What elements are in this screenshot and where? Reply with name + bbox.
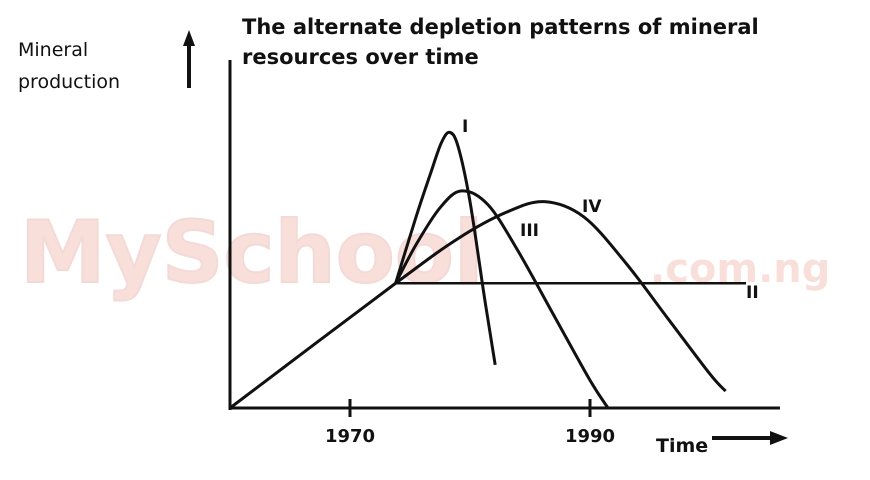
x-tick-label: 1970 <box>325 426 375 447</box>
y-axis-label-line-2: production <box>18 71 120 93</box>
watermark: MySchool .com.ng <box>19 202 830 304</box>
series-label-III: III <box>520 221 539 241</box>
series-label-I: I <box>462 117 468 137</box>
series-label-IV: IV <box>582 197 602 217</box>
x-tick-label: 1990 <box>565 426 615 447</box>
x-axis-label: Time <box>656 435 708 457</box>
chart-title-line-2: resources over time <box>242 45 479 69</box>
watermark-domain: .com.ng <box>650 246 830 292</box>
watermark-main: MySchool <box>20 203 483 303</box>
series-group <box>229 130 746 410</box>
x-arrow-icon <box>712 431 788 445</box>
series-line-I <box>394 130 497 366</box>
y-arrow-icon <box>183 30 195 88</box>
series-line-IV <box>229 200 727 410</box>
series-line-III <box>394 189 610 409</box>
series-label-II: II <box>746 283 759 303</box>
chart-title-line-1: The alternate depletion patterns of mine… <box>242 15 759 39</box>
y-axis-label-line-1: Mineral <box>18 39 88 61</box>
x-ticks: 1970 1990 <box>325 399 615 447</box>
